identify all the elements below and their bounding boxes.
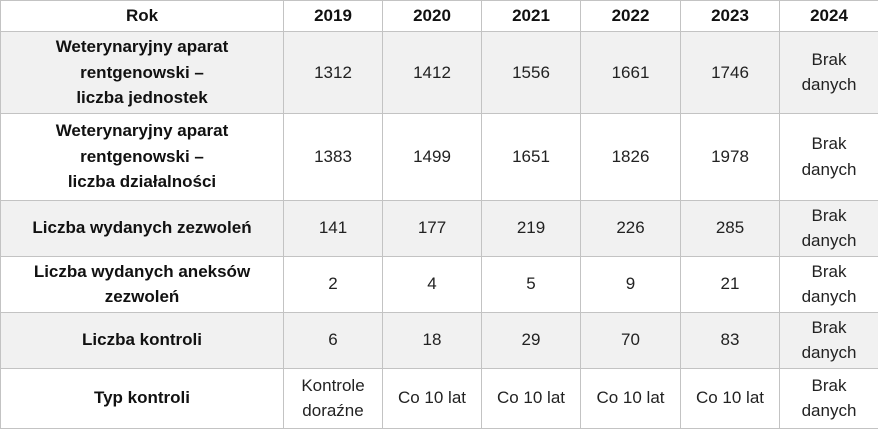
cell-value: 141 bbox=[284, 200, 383, 256]
row-label-units-count: Weterynaryjny aparat rentgenowski – licz… bbox=[1, 32, 284, 114]
row-label-activities-count: Weterynaryjny aparat rentgenowski – licz… bbox=[1, 113, 284, 200]
cell-value: Co 10 lat bbox=[681, 368, 780, 428]
cell-value-no-data: Brak danych bbox=[780, 256, 878, 312]
cell-value: 2 bbox=[284, 256, 383, 312]
column-header-year-2020: 2020 bbox=[383, 1, 482, 32]
cell-value: 226 bbox=[581, 200, 681, 256]
cell-value: 1383 bbox=[284, 113, 383, 200]
column-header-year-2023: 2023 bbox=[681, 1, 780, 32]
veterinary-xray-statistics-table-container: Rok 2019 2020 2021 2022 2023 2024 Wetery… bbox=[0, 0, 878, 417]
column-header-year-2022: 2022 bbox=[581, 1, 681, 32]
cell-value: 18 bbox=[383, 312, 482, 368]
row-label-permit-annexes-issued: Liczba wydanych aneksów zezwoleń bbox=[1, 256, 284, 312]
cell-value: Co 10 lat bbox=[581, 368, 681, 428]
cell-value: 5 bbox=[482, 256, 581, 312]
cell-value: 29 bbox=[482, 312, 581, 368]
row-label-permits-issued: Liczba wydanych zezwoleń bbox=[1, 200, 284, 256]
cell-value: 219 bbox=[482, 200, 581, 256]
header-row: Rok 2019 2020 2021 2022 2023 2024 bbox=[1, 1, 878, 32]
column-header-year-2021: 2021 bbox=[482, 1, 581, 32]
cell-value: 177 bbox=[383, 200, 482, 256]
cell-value: 1661 bbox=[581, 32, 681, 114]
cell-value: 1746 bbox=[681, 32, 780, 114]
cell-value: 1499 bbox=[383, 113, 482, 200]
cell-value: 285 bbox=[681, 200, 780, 256]
cell-value: 1826 bbox=[581, 113, 681, 200]
row-label-inspection-type: Typ kontroli bbox=[1, 368, 284, 428]
cell-value: 1978 bbox=[681, 113, 780, 200]
cell-value: 1312 bbox=[284, 32, 383, 114]
cell-value: 1651 bbox=[482, 113, 581, 200]
cell-value: 6 bbox=[284, 312, 383, 368]
row-label-inspections-count: Liczba kontroli bbox=[1, 312, 284, 368]
table-row-inspection-type: Typ kontroli Kontrole doraźne Co 10 lat … bbox=[1, 368, 878, 428]
cell-value: 70 bbox=[581, 312, 681, 368]
cell-value-no-data: Brak danych bbox=[780, 368, 878, 428]
cell-value: Co 10 lat bbox=[383, 368, 482, 428]
table-row-inspections-count: Liczba kontroli 6 18 29 70 83 Brak danyc… bbox=[1, 312, 878, 368]
column-header-year-2024: 2024 bbox=[780, 1, 878, 32]
table-row-permits-issued: Liczba wydanych zezwoleń 141 177 219 226… bbox=[1, 200, 878, 256]
cell-value: Co 10 lat bbox=[482, 368, 581, 428]
cell-value: 1556 bbox=[482, 32, 581, 114]
cell-value: 9 bbox=[581, 256, 681, 312]
cell-value-no-data: Brak danych bbox=[780, 312, 878, 368]
cell-value: 83 bbox=[681, 312, 780, 368]
cell-value: Kontrole doraźne bbox=[284, 368, 383, 428]
cell-value-no-data: Brak danych bbox=[780, 32, 878, 114]
cell-value-no-data: Brak danych bbox=[780, 200, 878, 256]
cell-value: 21 bbox=[681, 256, 780, 312]
table-row-permit-annexes-issued: Liczba wydanych aneksów zezwoleń 2 4 5 9… bbox=[1, 256, 878, 312]
table-row-units-count: Weterynaryjny aparat rentgenowski – licz… bbox=[1, 32, 878, 114]
column-header-year-2019: 2019 bbox=[284, 1, 383, 32]
cell-value-no-data: Brak danych bbox=[780, 113, 878, 200]
cell-value: 4 bbox=[383, 256, 482, 312]
table-row-activities-count: Weterynaryjny aparat rentgenowski – licz… bbox=[1, 113, 878, 200]
column-header-rok: Rok bbox=[1, 1, 284, 32]
cell-value: 1412 bbox=[383, 32, 482, 114]
